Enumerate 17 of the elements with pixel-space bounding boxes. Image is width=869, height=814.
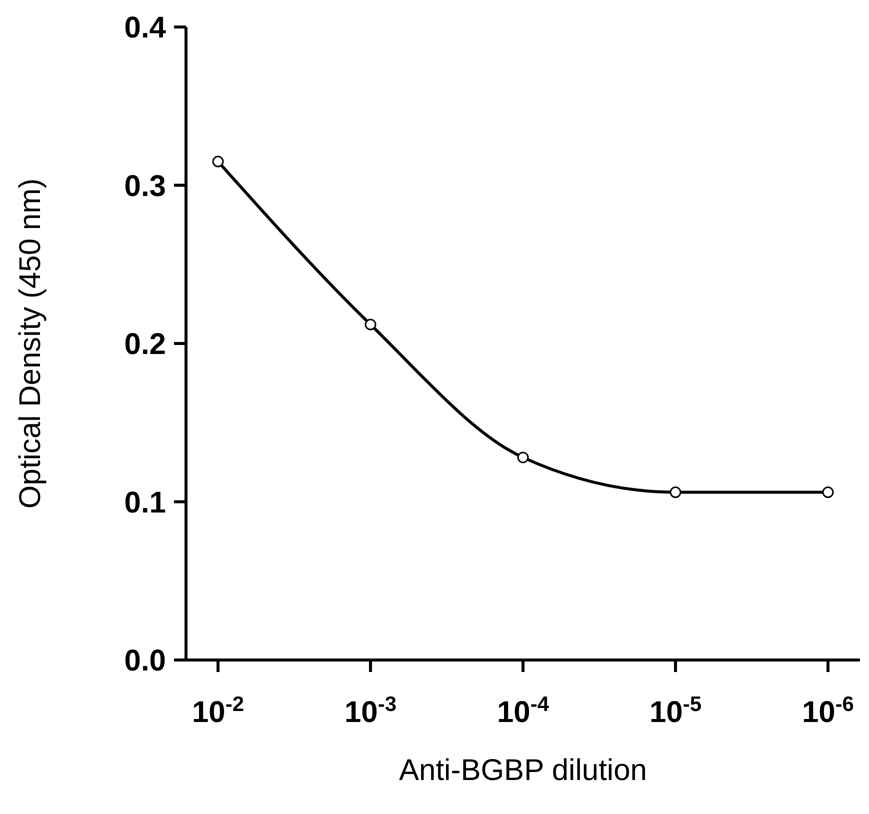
y-tick-label: 0.2 bbox=[124, 328, 166, 361]
point bbox=[364, 318, 376, 330]
y-axis-title: Optical Density (450 nm) bbox=[14, 178, 47, 509]
y-tick-label: 0.1 bbox=[124, 486, 166, 520]
x-tick-label: 10$^{-2}$ bbox=[192, 692, 244, 729]
x-tick-label: 10$^{-5}$ bbox=[649, 692, 702, 729]
y-tick-label: 0.0 bbox=[124, 644, 166, 678]
y-tick-label: 0.3 bbox=[124, 170, 166, 203]
x-tick-label: 10$^{-3}$ bbox=[344, 692, 397, 729]
point bbox=[212, 156, 224, 168]
point bbox=[517, 452, 529, 464]
point bbox=[670, 486, 682, 498]
point bbox=[822, 486, 834, 498]
x-tick-label: 10$^{-4}$ bbox=[496, 692, 550, 729]
x-tick-label: 10$^{-6}$ bbox=[802, 692, 854, 729]
y-tick-label: 0.4 bbox=[124, 12, 166, 44]
x-axis-title: Anti-BGBP dilution bbox=[399, 754, 647, 787]
